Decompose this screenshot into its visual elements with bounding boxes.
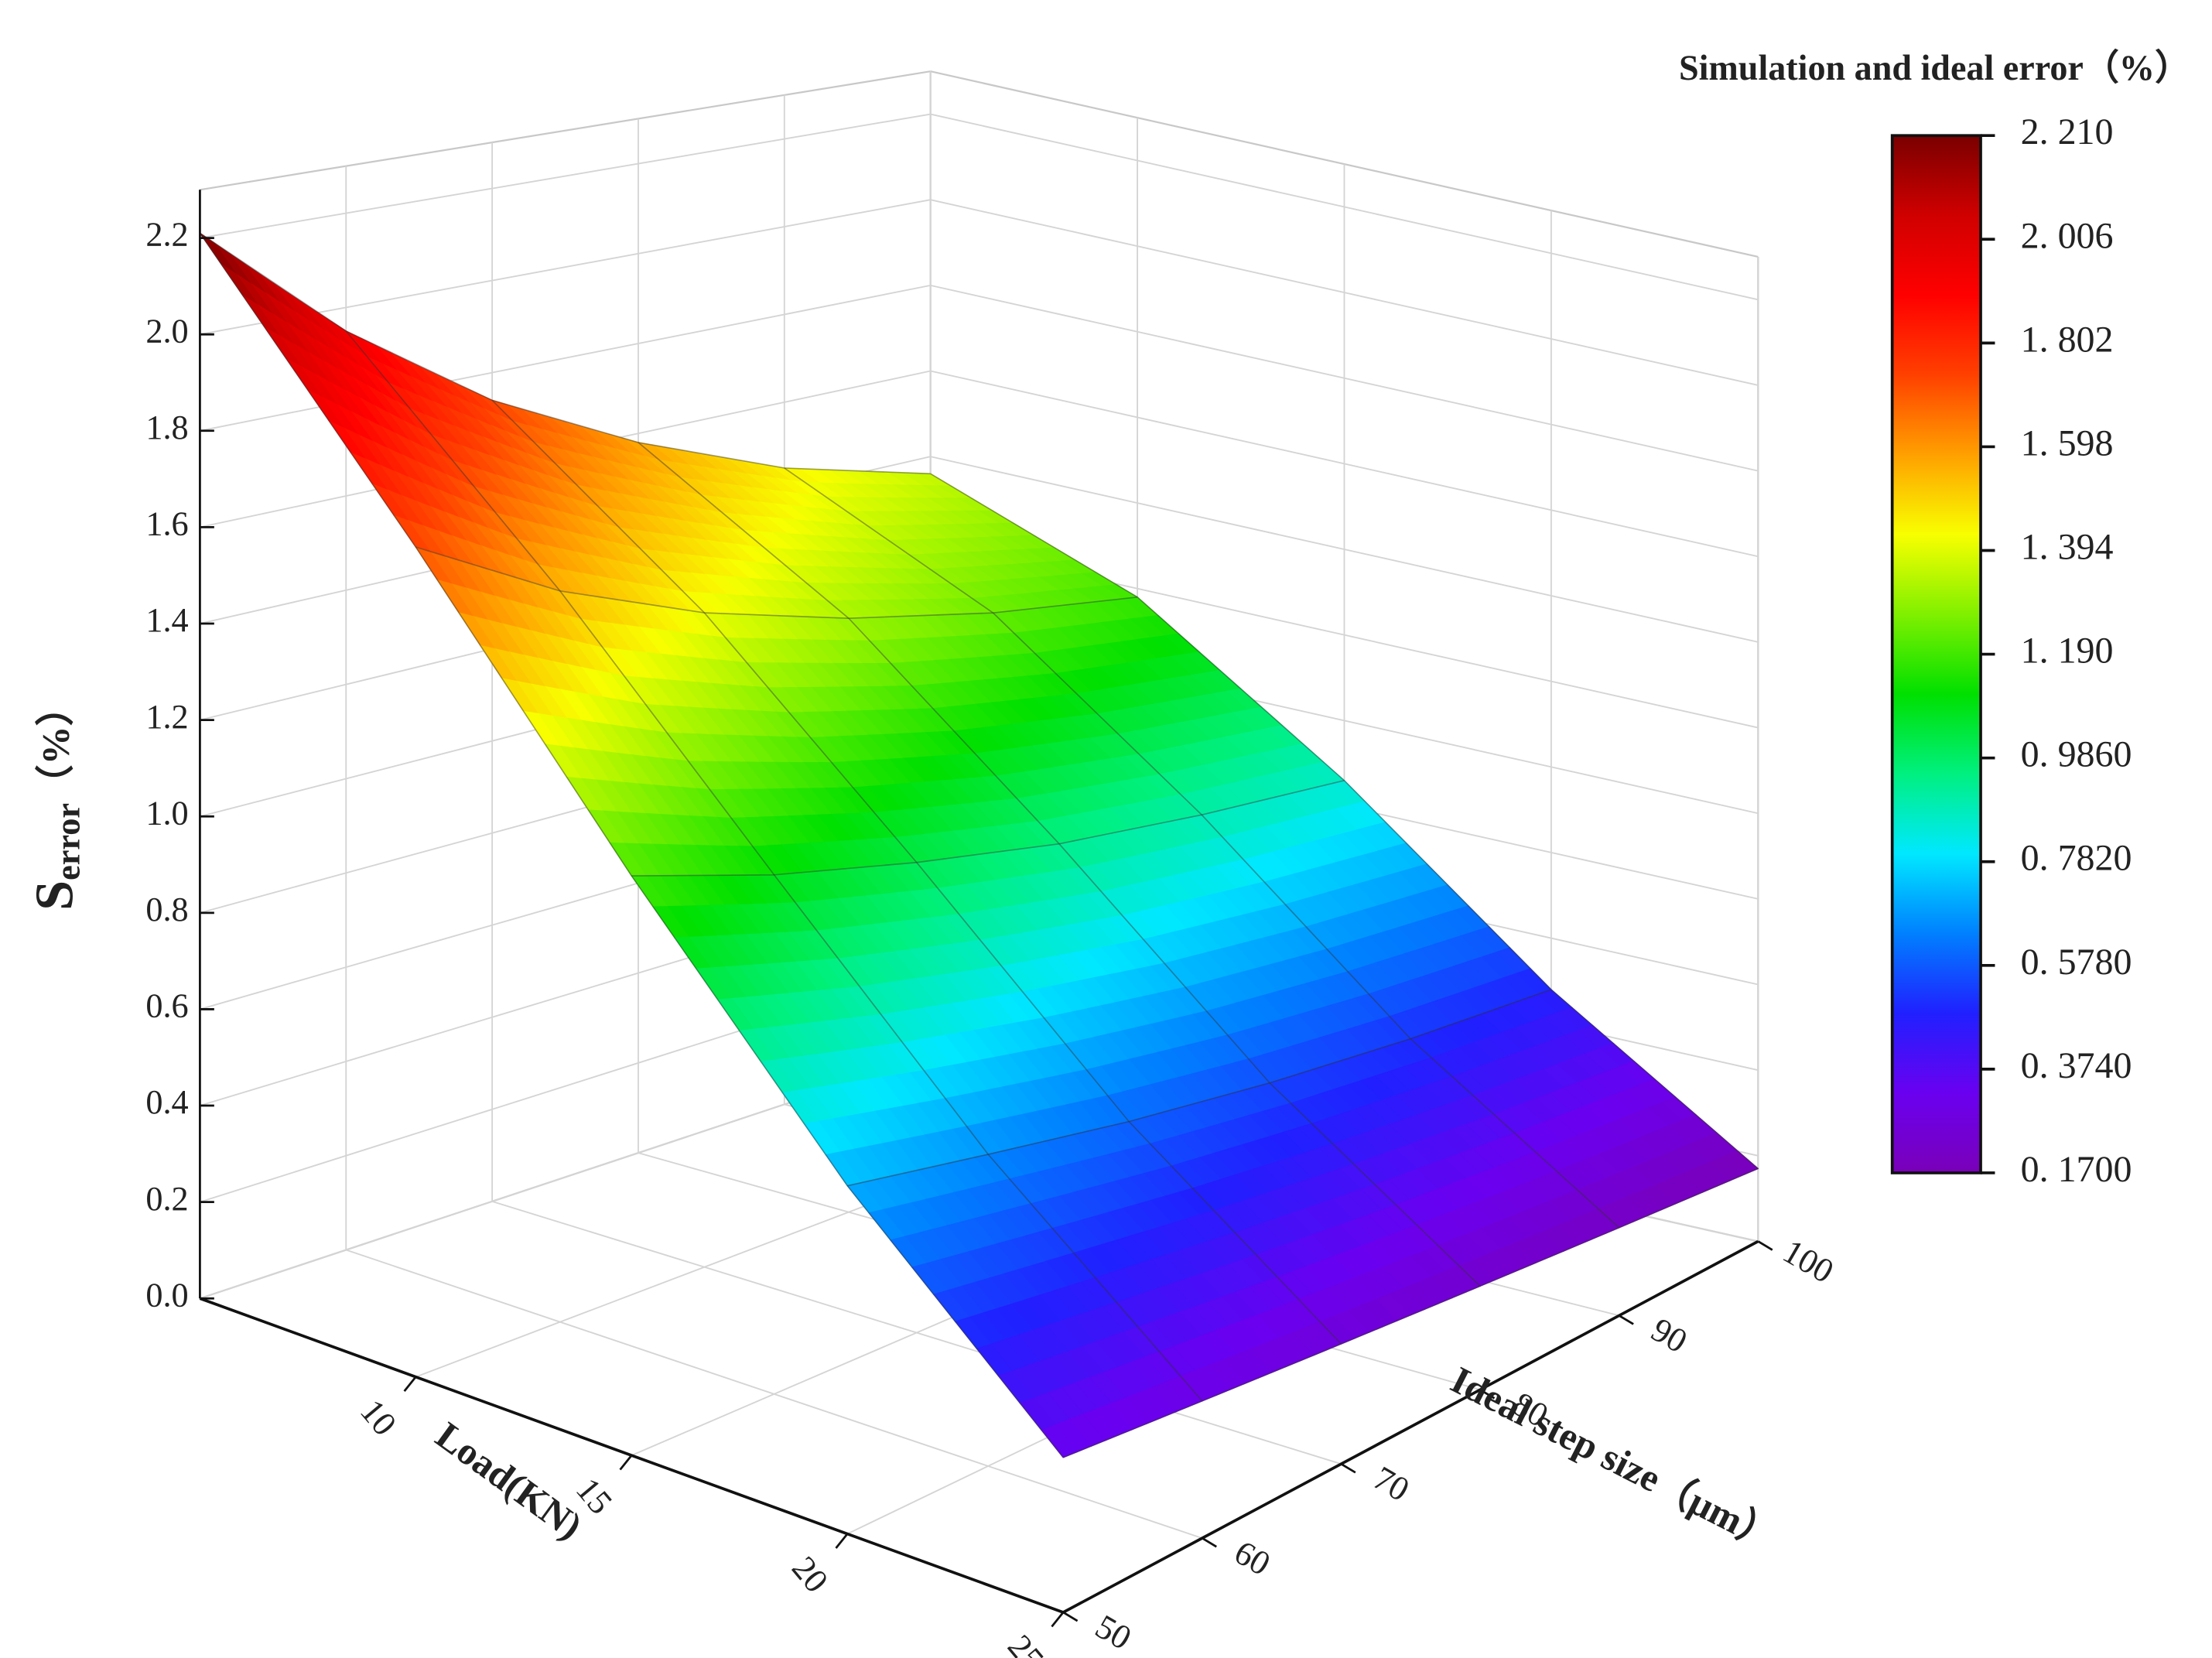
z-label-symbol: S <box>26 880 85 911</box>
tick-mark <box>1479 1389 1496 1400</box>
grid-line <box>491 1200 1342 1465</box>
y-tick-label: 90 <box>1645 1311 1694 1361</box>
mesh-line <box>784 467 1620 1229</box>
axis-line <box>1062 1239 1759 1614</box>
z-tick-label: 1.8 <box>145 409 188 446</box>
z-tick-label: 2.2 <box>145 216 188 254</box>
surface-patch <box>1041 1424 1079 1458</box>
colorbar-tick-label: 1. 190 <box>2021 631 2114 672</box>
y-tick-label: 100 <box>1776 1232 1840 1291</box>
y-tick-label: 50 <box>1089 1607 1138 1657</box>
z-tick-label: 2.0 <box>145 312 188 350</box>
z-tick-label: 1.0 <box>145 794 188 832</box>
tick-mark <box>835 1533 849 1549</box>
x-axis-label: Load(KN) <box>428 1414 590 1547</box>
grid-line <box>345 1249 1203 1539</box>
x-tick-label: 10 <box>353 1393 404 1443</box>
colorbar-tick-label: 0. 3740 <box>2021 1045 2132 1086</box>
mesh-line <box>638 442 1481 1287</box>
colorbar-tick-label: 1. 598 <box>2021 422 2114 463</box>
mesh-line <box>1062 1167 1759 1458</box>
z-axis-label: Serror（%） <box>26 688 87 911</box>
x-tick-label: 25 <box>1000 1628 1051 1658</box>
y-tick-label: 60 <box>1228 1533 1277 1584</box>
y-axis-label: Ideal step size（μm） <box>1444 1359 1784 1560</box>
colorbar-tick-label: 0. 7820 <box>2021 838 2132 879</box>
mesh-line <box>345 330 1203 1402</box>
mesh-line <box>199 232 1064 1458</box>
tick-mark <box>1202 1537 1217 1548</box>
colorbar-tick-label: 1. 394 <box>2021 527 2114 568</box>
z-label-subscript: error <box>50 803 87 880</box>
mesh-line <box>491 399 1342 1345</box>
z-tick-label: 0.0 <box>145 1276 188 1314</box>
z-tick-label: 1.4 <box>145 601 188 639</box>
colorbar-title: Simulation and ideal error（%） <box>1679 48 2190 87</box>
mesh-line <box>930 473 1759 1170</box>
colorbar <box>1890 134 1982 1174</box>
tick-mark <box>1340 1462 1356 1474</box>
colorbar-tick-label: 2. 006 <box>2021 215 2114 256</box>
tick-mark <box>1051 1612 1065 1628</box>
mesh-line <box>415 546 1138 620</box>
colorbar-tick-label: 0. 1700 <box>2021 1149 2132 1190</box>
z-tick-label: 0.2 <box>145 1180 188 1218</box>
colorbar-tick-label: 0. 5780 <box>2021 942 2132 983</box>
z-tick-label: 0.4 <box>145 1083 188 1121</box>
colorbar-tick-label: 2. 210 <box>2021 111 2114 152</box>
colorbar-tick-label: 1. 802 <box>2021 319 2114 360</box>
z-tick-label: 1.6 <box>145 505 188 543</box>
box-edge <box>200 70 931 191</box>
tick-mark <box>1062 1611 1079 1622</box>
z-tick-label: 0.8 <box>145 891 188 928</box>
grid-line <box>200 113 931 239</box>
z-label-unit: （%） <box>35 688 77 803</box>
mesh-line <box>631 779 1345 877</box>
y-tick-label: 70 <box>1367 1459 1416 1509</box>
mesh-line <box>847 989 1552 1187</box>
z-tick-label: 0.6 <box>145 987 188 1025</box>
z-tick-label: 1.2 <box>145 698 188 736</box>
grid-line <box>200 199 931 336</box>
tick-mark <box>403 1376 417 1392</box>
tick-mark <box>1757 1240 1773 1251</box>
mesh-line <box>199 232 931 475</box>
tick-mark <box>1618 1314 1634 1325</box>
colorbar-tick-label: 0. 9860 <box>2021 734 2132 775</box>
tick-mark <box>619 1455 633 1471</box>
surface <box>199 232 1759 1458</box>
x-tick-label: 20 <box>785 1549 836 1599</box>
